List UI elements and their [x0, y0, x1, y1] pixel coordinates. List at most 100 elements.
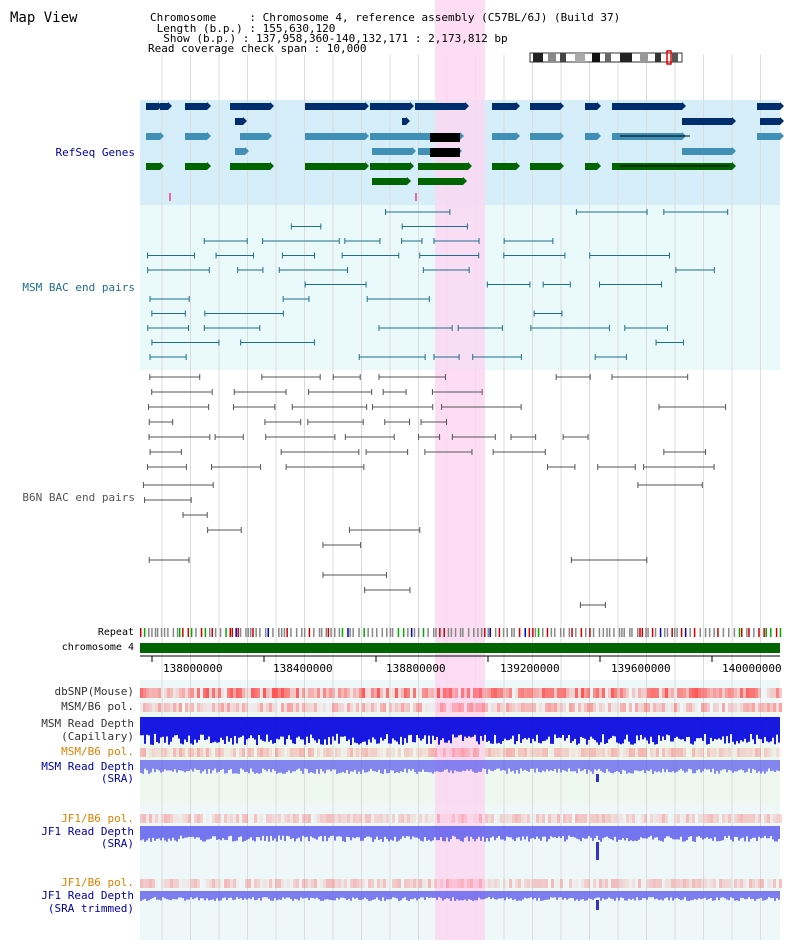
dbsnp-heat	[545, 688, 548, 698]
track-label-b6n-bac[interactable]: B6N BAC end pairs	[22, 491, 135, 504]
jf1-b6-pol-heat	[209, 814, 212, 823]
msm-sra-depth	[196, 760, 198, 770]
dbsnp-heat	[224, 688, 227, 698]
jf1-b6-pol-heat	[662, 814, 665, 823]
msm-b6-pol-heat	[779, 748, 782, 757]
track-label-repeat[interactable]: Repeat	[97, 627, 134, 638]
dbsnp-heat	[710, 688, 713, 698]
track-label-jf1-b6-pol[interactable]: JF1/B6 pol.	[61, 812, 134, 825]
msm-capillary-depth	[658, 717, 660, 736]
jf1-b6-pol-heat	[575, 814, 578, 823]
refseq-gene-arrow	[270, 102, 274, 110]
msm-b6-pol-heat	[569, 748, 572, 757]
track-label-msm-read-depth-sra[interactable]: MSM Read Depth	[41, 760, 134, 773]
msm-capillary-depth	[482, 717, 484, 741]
jf1-trimmed-depth	[518, 891, 520, 901]
msm-capillary-depth	[356, 717, 358, 744]
dbsnp-heat	[767, 688, 770, 698]
msm-b6-pol-heat	[269, 703, 272, 712]
jf1-trimmed-depth	[542, 891, 544, 901]
msm-b6-pol-heat	[749, 748, 752, 757]
track-label-msm-b6-pol[interactable]: MSM/B6 pol.	[61, 700, 134, 713]
msm-capillary-depth	[144, 717, 146, 744]
jf1-trimmed-depth	[284, 891, 286, 899]
msm-sra-depth	[566, 760, 568, 772]
jf1-trimmed-depth	[368, 891, 370, 901]
dbsnp-heat	[542, 688, 545, 698]
jf1-sra-depth	[246, 826, 248, 840]
msm-b6-pol-heat	[602, 748, 605, 757]
jf1-b6-pol-heat	[356, 879, 359, 888]
jf1-trimmed-depth	[324, 891, 326, 900]
track-label-jf1-read-depth-trimmed[interactable]: JF1 Read Depth	[41, 889, 134, 902]
track-label-dbsnp[interactable]: dbSNP(Mouse)	[54, 685, 134, 698]
msm-b6-pol-heat	[605, 703, 608, 712]
track-label-msm-b6-pol-2[interactable]: MSM/B6 pol.	[61, 745, 134, 758]
jf1-trimmed-depth	[528, 891, 530, 898]
jf1-b6-pol-heat	[524, 814, 527, 823]
msm-sra-depth	[578, 760, 580, 769]
jf1-b6-pol-heat	[542, 814, 545, 823]
jf1-b6-pol-heat	[746, 814, 749, 823]
jf1-b6-pol-heat	[371, 814, 374, 823]
repeat-mark	[172, 628, 175, 637]
dbsnp-heat	[548, 688, 551, 698]
track-label-chromosome[interactable]: chromosome 4	[61, 642, 134, 653]
jf1-trimmed-depth	[338, 891, 340, 900]
jf1-trimmed-depth	[248, 891, 250, 899]
repeat-mark	[308, 628, 311, 637]
jf1-b6-pol-heat	[506, 814, 509, 823]
msm-capillary-depth	[280, 717, 282, 737]
dbsnp-heat	[356, 688, 359, 698]
track-label-refseq[interactable]: RefSeq Genes	[55, 146, 135, 159]
msm-sra-depth	[344, 760, 346, 773]
repeat-mark	[454, 628, 457, 637]
track-label-jf1-sra: (SRA)	[100, 837, 134, 850]
msm-sra-depth	[296, 760, 298, 770]
repeat-mark	[637, 628, 639, 637]
msm-capillary-depth	[464, 717, 466, 737]
msm-b6-pol-heat	[548, 703, 551, 712]
dbsnp-heat	[554, 688, 557, 698]
jf1-trimmed-depth	[450, 891, 452, 901]
jf1-b6-pol-heat	[632, 814, 635, 823]
dbsnp-heat	[602, 688, 605, 698]
dbsnp-heat	[206, 688, 209, 698]
jf1-trimmed-depth	[226, 891, 228, 901]
msm-b6-pol-heat	[446, 748, 449, 757]
msm-b6-pol-heat	[230, 748, 233, 757]
jf1-sra-depth	[190, 826, 192, 837]
track-label-jf1-b6-pol-2[interactable]: JF1/B6 pol.	[61, 876, 134, 889]
jf1-b6-pol-heat	[281, 814, 284, 823]
msm-capillary-depth	[624, 717, 626, 740]
jf1-b6-pol-heat	[509, 814, 512, 823]
msm-capillary-depth	[762, 717, 764, 744]
refseq-gene-arrow	[560, 102, 564, 110]
msm-sra-depth	[216, 760, 218, 773]
track-label-msm-bac[interactable]: MSM BAC end pairs	[22, 281, 135, 294]
jf1-sra-depth	[326, 826, 328, 842]
msm-b6-pol-heat	[209, 748, 212, 757]
msm-b6-pol-heat	[395, 748, 398, 757]
jf1-trimmed-depth	[526, 891, 528, 899]
axis-tick-label: 139600000	[611, 662, 671, 675]
msm-b6-pol-heat	[704, 703, 707, 712]
jf1-sra-depth	[188, 826, 190, 837]
msm-capillary-depth	[700, 717, 702, 738]
track-label-jf1-read-depth[interactable]: JF1 Read Depth	[41, 825, 134, 838]
dbsnp-heat	[143, 688, 146, 698]
ideogram-position-marker	[666, 50, 672, 65]
jf1-sra-depth	[544, 826, 546, 837]
msm-capillary-depth	[184, 717, 186, 740]
msm-capillary-depth	[616, 717, 618, 743]
track-label-msm-read-depth-cap[interactable]: MSM Read Depth	[41, 717, 134, 730]
msm-b6-pol-heat	[320, 748, 323, 757]
msm-capillary-depth	[716, 717, 718, 740]
jf1-trimmed-depth	[568, 891, 570, 899]
msm-b6-pol-heat	[305, 703, 308, 712]
msm-sra-depth	[308, 760, 310, 774]
msm-sra-depth	[620, 760, 622, 774]
jf1-trimmed-depth	[256, 891, 258, 900]
